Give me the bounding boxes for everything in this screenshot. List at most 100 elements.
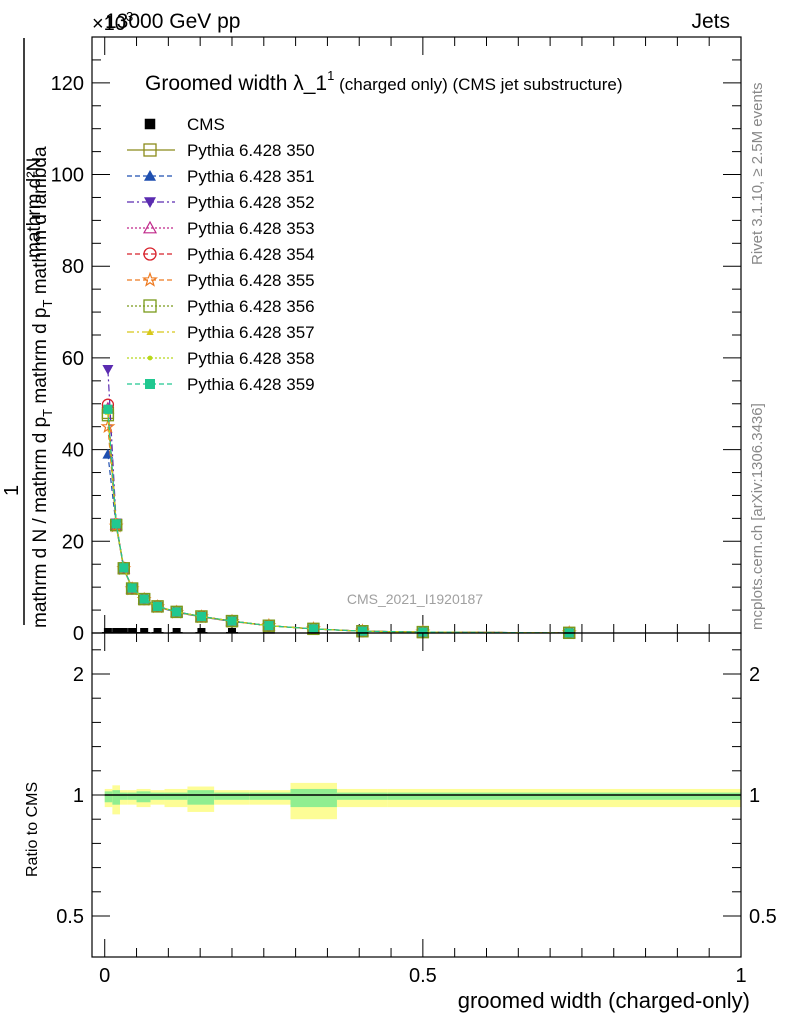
cms-data-point	[103, 628, 112, 633]
y-tick-label: 20	[62, 531, 84, 553]
y-tick-label: 80	[62, 256, 84, 278]
y-tick-label: 60	[62, 348, 84, 370]
y-label-main: mathrm d N / mathrm d pT mathrm d pT mat…	[30, 146, 55, 628]
ratio-band-inner	[387, 792, 741, 800]
legend-label: Pythia 6.428 352	[187, 193, 315, 212]
x-axis-label: groomed width (charged-only)	[458, 988, 750, 1013]
ratio-band-inner	[136, 791, 151, 803]
y-axis-label: mathrm d²N 1 mathrm d N / mathrm d pT ma…	[1, 38, 55, 628]
cms-data-point	[128, 628, 137, 633]
legend-label: Pythia 6.428 351	[187, 167, 315, 186]
legend-label: Pythia 6.428 350	[187, 141, 315, 160]
series-marker	[142, 271, 158, 287]
series-marker	[143, 247, 157, 261]
series-line	[107, 426, 570, 634]
series-marker	[171, 607, 182, 617]
series-marker	[196, 611, 207, 622]
y-tick-label: 0	[73, 623, 84, 645]
y-tick-label: 40	[62, 440, 84, 462]
series-marker	[139, 594, 149, 604]
y-label-numerator: 1	[1, 485, 23, 496]
cms-data-point	[172, 628, 181, 633]
series-marker	[102, 364, 114, 375]
x-tick-label: 0	[99, 965, 110, 987]
main-panel: 0 20 40 60 80 100 120	[51, 36, 742, 645]
legend-label-cms: CMS	[187, 115, 225, 134]
ratio-band-inner	[249, 792, 291, 800]
legend-label: Pythia 6.428 356	[187, 297, 315, 316]
series-marker	[144, 170, 156, 181]
legend-label: Pythia 6.428 359	[187, 375, 315, 394]
ratio-tick-label: 1	[749, 785, 760, 807]
x-tick-label: 0.5	[409, 965, 437, 987]
legend-label: Pythia 6.428 358	[187, 349, 315, 368]
cms-data-point	[112, 628, 121, 633]
series-marker	[117, 562, 130, 575]
ratio-y-label: Ratio to CMS	[24, 782, 41, 877]
series-marker	[100, 418, 116, 434]
y-tick-label: 120	[51, 73, 84, 95]
ratio-band-inner	[127, 792, 137, 800]
series-line	[107, 411, 570, 634]
legend: CMS Pythia 6.428 350 Pythia 6.428 351 Pythi…	[127, 115, 315, 394]
y-label-top: mathrm d²N	[24, 158, 45, 258]
series-marker	[125, 582, 139, 595]
ratio-band-inner	[112, 790, 120, 805]
ratio-band-inner	[104, 791, 113, 803]
energy-label: 13000 GeV pp	[105, 10, 240, 33]
rivet-label: Rivet 3.1.10, ≥ 2.5M events	[749, 83, 766, 266]
series-marker	[138, 592, 151, 606]
series-marker	[142, 220, 158, 234]
series-line	[107, 412, 570, 634]
series-marker	[145, 379, 155, 389]
series-marker	[225, 614, 239, 628]
series-line	[107, 409, 570, 634]
series-marker	[152, 601, 163, 612]
cms-data-point	[140, 628, 149, 633]
series-marker	[170, 605, 183, 619]
series-line	[107, 410, 570, 634]
series-marker	[143, 143, 157, 157]
watermark: CMS_2021_I1920187	[347, 591, 483, 607]
legend-label: Pythia 6.428 353	[187, 219, 315, 238]
series-marker	[308, 624, 319, 634]
series-marker	[146, 328, 154, 335]
ratio-band-inner	[150, 792, 165, 800]
ratio-band-inner	[164, 792, 188, 800]
cms-data-point	[153, 628, 162, 633]
series-marker	[119, 563, 129, 573]
series-marker	[195, 610, 208, 623]
series-marker	[111, 519, 121, 529]
mcplots-label: mcplots.cern.ch [arXiv:1306.3436]	[749, 403, 766, 630]
series-line	[107, 369, 570, 634]
cms-data-point	[227, 628, 236, 633]
legend-label: Pythia 6.428 355	[187, 271, 315, 290]
y-tick-label: 100	[51, 165, 84, 187]
series-marker	[151, 600, 164, 613]
ratio-band-inner	[119, 792, 128, 800]
series-marker	[227, 616, 237, 626]
series-line	[107, 415, 570, 634]
series-marker	[103, 404, 113, 414]
ratio-band-inner	[336, 792, 388, 800]
legend-label: Pythia 6.428 354	[187, 245, 315, 264]
ratio-tick-label: 1	[73, 785, 84, 807]
series-marker	[264, 621, 274, 631]
chart-title: Groomed width λ_11 (charged only) (CMS j…	[145, 68, 623, 95]
series-line	[107, 404, 570, 634]
ratio-tick-label: 0.5	[56, 906, 84, 928]
ratio-tick-label: 2	[73, 664, 84, 686]
series-marker	[127, 583, 137, 593]
ratio-panel: 0 0.5 1 0.5 0.5 1 1 2 2	[56, 632, 777, 987]
series-marker	[143, 299, 157, 313]
series-marker	[144, 118, 156, 130]
x-tick-label: 1	[735, 965, 746, 987]
process-label: Jets	[691, 10, 730, 33]
series-line	[107, 408, 570, 634]
series-marker	[147, 355, 153, 361]
cms-data-point	[197, 628, 206, 633]
ratio-band-inner	[187, 790, 215, 805]
ratio-band-inner	[214, 792, 250, 800]
exponent-label: ×103	[92, 9, 133, 35]
